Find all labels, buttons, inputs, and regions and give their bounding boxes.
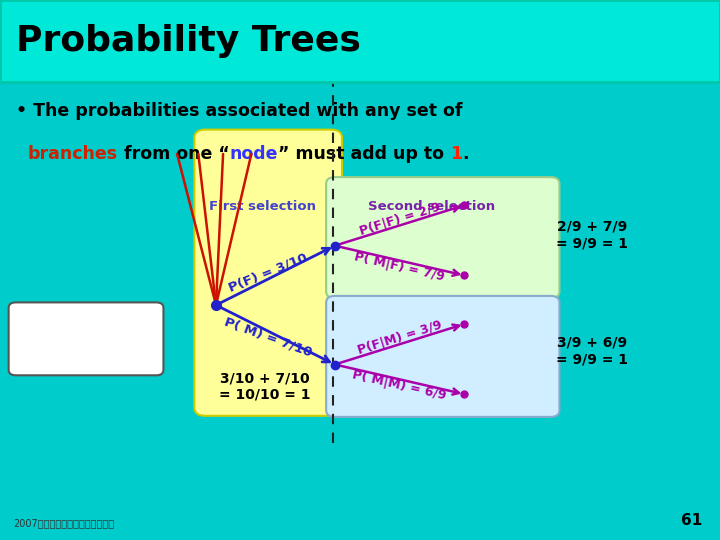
Text: 3/10 + 7/10
= 10/10 = 1: 3/10 + 7/10 = 10/10 = 1: [219, 371, 311, 401]
Text: P( M|M) = 6/9: P( M|M) = 6/9: [351, 369, 448, 403]
FancyBboxPatch shape: [326, 296, 559, 417]
Text: First selection: First selection: [210, 200, 316, 213]
Text: P( M) = 7/10: P( M) = 7/10: [222, 315, 314, 360]
Text: Second selection: Second selection: [369, 200, 495, 213]
Text: P(F) = 3/10: P(F) = 3/10: [227, 251, 310, 294]
Text: branches: branches: [28, 145, 118, 163]
FancyBboxPatch shape: [9, 302, 163, 375]
Text: .: .: [462, 145, 469, 163]
Text: • The probabilities associated with any set of: • The probabilities associated with any …: [16, 102, 462, 120]
Text: node: node: [230, 145, 278, 163]
FancyBboxPatch shape: [0, 0, 720, 82]
Text: P(F|M) = 3/9: P(F|M) = 3/9: [356, 319, 444, 357]
FancyBboxPatch shape: [194, 130, 342, 416]
Text: Handy way to check
your work !: Handy way to check your work !: [19, 325, 151, 353]
Text: Probability Trees: Probability Trees: [16, 24, 361, 58]
Text: 2007年先手研讨会（一）概率概念: 2007年先手研讨会（一）概率概念: [13, 518, 114, 528]
Text: 3/9 + 6/9
= 9/9 = 1: 3/9 + 6/9 = 9/9 = 1: [556, 336, 628, 366]
Text: 1: 1: [450, 145, 462, 163]
FancyBboxPatch shape: [326, 177, 559, 298]
Text: 61: 61: [680, 513, 702, 528]
Text: ” must add up to: ” must add up to: [278, 145, 450, 163]
Text: from one “: from one “: [118, 145, 230, 163]
Text: P( M|F) = 7/9: P( M|F) = 7/9: [354, 251, 446, 284]
Text: P(F|F) = 2/9: P(F|F) = 2/9: [358, 200, 441, 238]
Text: 2/9 + 7/9
= 9/9 = 1: 2/9 + 7/9 = 9/9 = 1: [556, 220, 628, 250]
